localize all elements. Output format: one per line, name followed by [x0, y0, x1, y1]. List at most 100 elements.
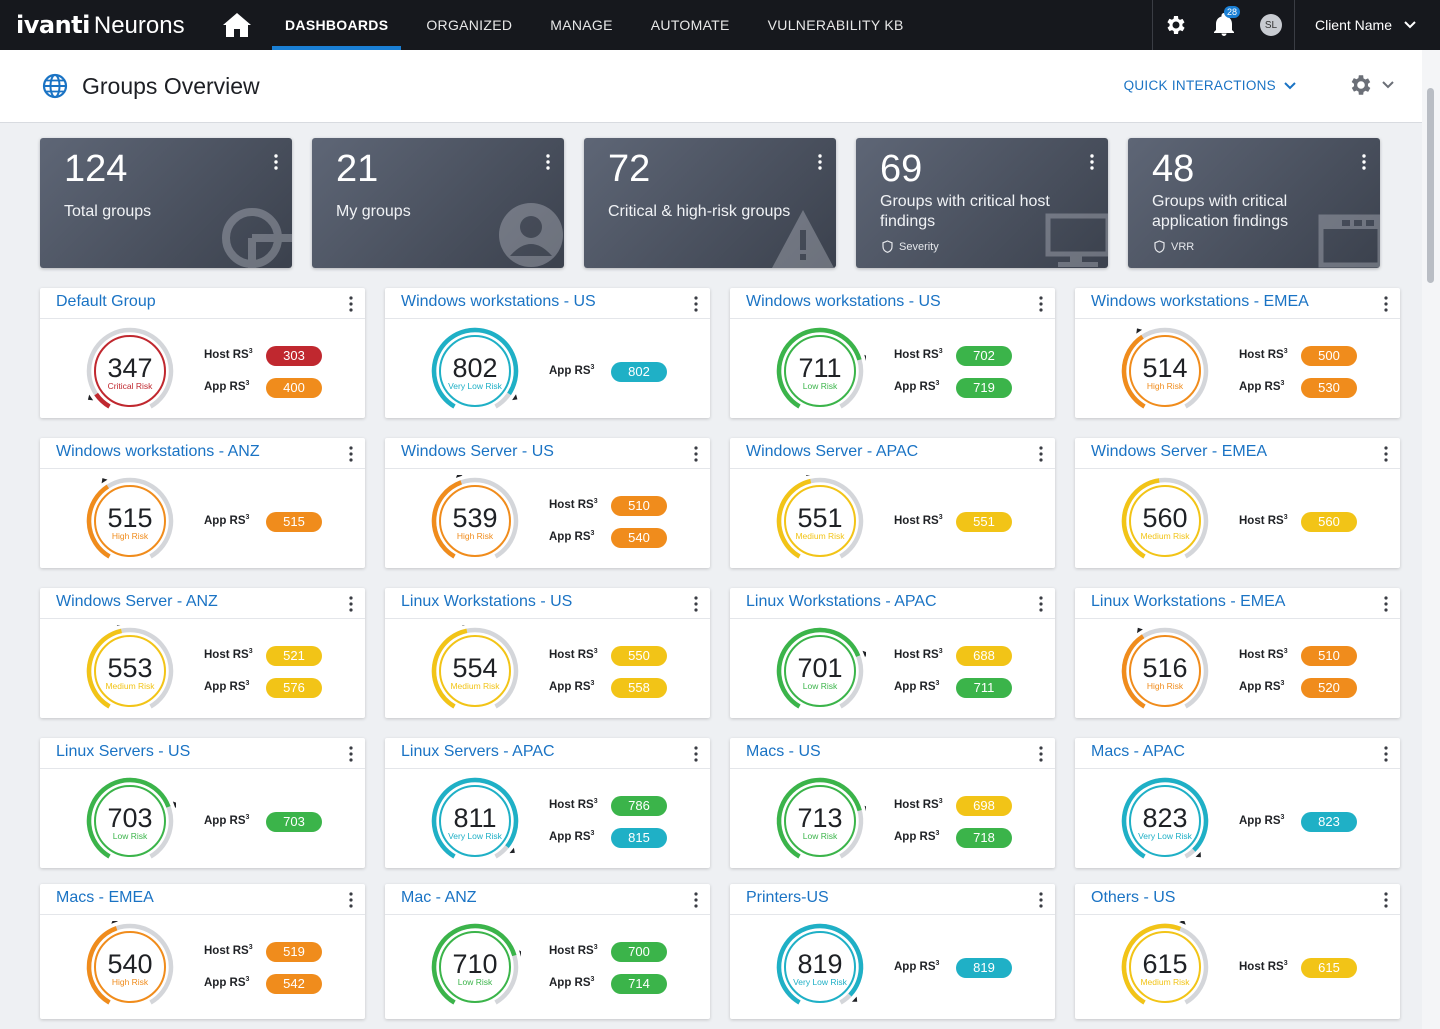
nav-dashboards[interactable]: DASHBOARDS	[272, 0, 402, 50]
host-rs-value-pill[interactable]: 510	[611, 496, 667, 516]
nav-organized[interactable]: ORGANIZED	[426, 17, 513, 33]
group-card[interactable]: Others - US 615 Medium Risk Host RS3 615	[1075, 884, 1400, 1019]
app-rs-value-pill[interactable]: 703	[266, 812, 322, 832]
group-title[interactable]: Macs - EMEA	[56, 889, 154, 906]
app-rs-value-pill[interactable]: 520	[1301, 678, 1357, 698]
nav-automate[interactable]: AUTOMATE	[650, 17, 730, 33]
app-rs-value-pill[interactable]: 714	[611, 974, 667, 994]
kebab-menu-icon[interactable]	[274, 154, 278, 170]
group-title[interactable]: Macs - APAC	[1091, 743, 1185, 760]
kebab-menu-icon[interactable]	[349, 296, 353, 312]
kebab-menu-icon[interactable]	[1384, 596, 1388, 612]
kebab-menu-icon[interactable]	[1384, 746, 1388, 762]
host-rs-value-pill[interactable]: 786	[611, 796, 667, 816]
group-card[interactable]: Windows Server - US 539 High Risk Host RS3 5…	[385, 438, 710, 568]
group-title[interactable]: Windows workstations - US	[746, 293, 941, 310]
kebab-menu-icon[interactable]	[1039, 296, 1043, 312]
host-rs-value-pill[interactable]: 500	[1301, 346, 1357, 366]
kebab-menu-icon[interactable]	[349, 596, 353, 612]
client-selector[interactable]: Client Name	[1293, 0, 1440, 50]
notifications-bell-icon[interactable]: 28	[1200, 0, 1248, 50]
group-card[interactable]: Macs - EMEA 540 High Risk Host RS3 519 App RS…	[40, 884, 365, 1019]
group-card[interactable]: Windows Server - EMEA 560 Medium Risk Host …	[1075, 438, 1400, 568]
group-title[interactable]: Windows Server - US	[401, 443, 554, 460]
kebab-menu-icon[interactable]	[1384, 446, 1388, 462]
group-card[interactable]: Windows Server - APAC 551 Medium Risk Host …	[730, 438, 1055, 568]
group-title[interactable]: Printers-US	[746, 889, 829, 906]
group-title[interactable]: Linux Workstations - US	[401, 593, 573, 610]
host-rs-value-pill[interactable]: 510	[1301, 646, 1357, 666]
summary-card-critical-application[interactable]: 48 Groups with critical application find…	[1128, 138, 1380, 268]
group-card[interactable]: Linux Workstations - EMEA 516 High Risk Hos…	[1075, 588, 1400, 718]
app-rs-value-pill[interactable]: 542	[266, 974, 322, 994]
host-rs-value-pill[interactable]: 551	[956, 512, 1012, 532]
group-card[interactable]: Mac - ANZ 710 Low Risk Host RS3 700 App RS3 71…	[385, 884, 710, 1019]
group-title[interactable]: Mac - ANZ	[401, 889, 477, 906]
scrollbar-thumb[interactable]	[1427, 88, 1434, 283]
kebab-menu-icon[interactable]	[349, 446, 353, 462]
group-title[interactable]: Linux Servers - APAC	[401, 743, 555, 760]
app-rs-value-pill[interactable]: 576	[266, 678, 322, 698]
group-card[interactable]: Macs - APAC 823 Very Low Risk App RS3 823	[1075, 738, 1400, 868]
group-card[interactable]: Linux Workstations - APAC 701 Low Risk Host…	[730, 588, 1055, 718]
kebab-menu-icon[interactable]	[1362, 154, 1366, 170]
group-card[interactable]: Default Group 347 Critical Risk Host RS3 303…	[40, 288, 365, 418]
summary-card-total-groups[interactable]: 124 Total groups	[40, 138, 292, 268]
user-avatar[interactable]: SL	[1248, 0, 1294, 50]
group-card[interactable]: Windows workstations - US 711 Low Risk Host…	[730, 288, 1055, 418]
group-card[interactable]: Macs - US 713 Low Risk Host RS3 698 App RS3 71…	[730, 738, 1055, 868]
kebab-menu-icon[interactable]	[694, 446, 698, 462]
page-settings-menu[interactable]	[1348, 72, 1394, 98]
group-title[interactable]: Others - US	[1091, 889, 1176, 906]
host-rs-value-pill[interactable]: 519	[266, 942, 322, 962]
group-title[interactable]: Windows workstations - US	[401, 293, 596, 310]
kebab-menu-icon[interactable]	[818, 154, 822, 170]
group-title[interactable]: Linux Workstations - APAC	[746, 593, 937, 610]
group-card[interactable]: Windows workstations - EMEA 514 High Risk H…	[1075, 288, 1400, 418]
kebab-menu-icon[interactable]	[1384, 296, 1388, 312]
group-title[interactable]: Linux Workstations - EMEA	[1091, 593, 1286, 610]
group-title[interactable]: Windows Server - APAC	[746, 443, 919, 460]
app-rs-value-pill[interactable]: 515	[266, 512, 322, 532]
app-rs-value-pill[interactable]: 823	[1301, 812, 1357, 832]
kebab-menu-icon[interactable]	[1384, 892, 1388, 908]
host-rs-value-pill[interactable]: 550	[611, 646, 667, 666]
kebab-menu-icon[interactable]	[1090, 154, 1094, 170]
kebab-menu-icon[interactable]	[694, 596, 698, 612]
page-scrollbar[interactable]	[1422, 50, 1440, 1029]
summary-card-my-groups[interactable]: 21 My groups	[312, 138, 564, 268]
group-title[interactable]: Windows Server - EMEA	[1091, 443, 1268, 460]
app-rs-value-pill[interactable]: 711	[956, 678, 1012, 698]
settings-gear-icon[interactable]	[1151, 0, 1200, 50]
app-rs-value-pill[interactable]: 540	[611, 528, 667, 548]
host-rs-value-pill[interactable]: 521	[266, 646, 322, 666]
host-rs-value-pill[interactable]: 698	[956, 796, 1012, 816]
group-card[interactable]: Windows workstations - ANZ 515 High Risk Ap…	[40, 438, 365, 568]
kebab-menu-icon[interactable]	[1039, 892, 1043, 908]
kebab-menu-icon[interactable]	[349, 746, 353, 762]
app-rs-value-pill[interactable]: 530	[1301, 378, 1357, 398]
host-rs-value-pill[interactable]: 700	[611, 942, 667, 962]
ivanti-neurons-logo[interactable]: ivanti Neurons	[16, 11, 206, 40]
app-rs-value-pill[interactable]: 802	[611, 362, 667, 382]
app-rs-value-pill[interactable]: 558	[611, 678, 667, 698]
summary-card-critical-host[interactable]: 69 Groups with critical host findings Se…	[856, 138, 1108, 268]
group-title[interactable]: Windows workstations - ANZ	[56, 443, 260, 460]
app-rs-value-pill[interactable]: 815	[611, 828, 667, 848]
host-rs-value-pill[interactable]: 560	[1301, 512, 1357, 532]
kebab-menu-icon[interactable]	[694, 746, 698, 762]
host-rs-value-pill[interactable]: 688	[956, 646, 1012, 666]
group-title[interactable]: Windows Server - ANZ	[56, 593, 218, 610]
summary-card-critical-high-risk[interactable]: 72 Critical & high-risk groups	[584, 138, 836, 268]
home-icon[interactable]	[214, 0, 260, 50]
kebab-menu-icon[interactable]	[1039, 746, 1043, 762]
kebab-menu-icon[interactable]	[694, 296, 698, 312]
kebab-menu-icon[interactable]	[546, 154, 550, 170]
group-card[interactable]: Windows workstations - US 802 Very Low Ris…	[385, 288, 710, 418]
app-rs-value-pill[interactable]: 719	[956, 378, 1012, 398]
kebab-menu-icon[interactable]	[1039, 446, 1043, 462]
group-title[interactable]: Windows workstations - EMEA	[1091, 293, 1309, 310]
host-rs-value-pill[interactable]: 615	[1301, 958, 1357, 978]
host-rs-value-pill[interactable]: 303	[266, 346, 322, 366]
nav-manage[interactable]: MANAGE	[550, 17, 613, 33]
